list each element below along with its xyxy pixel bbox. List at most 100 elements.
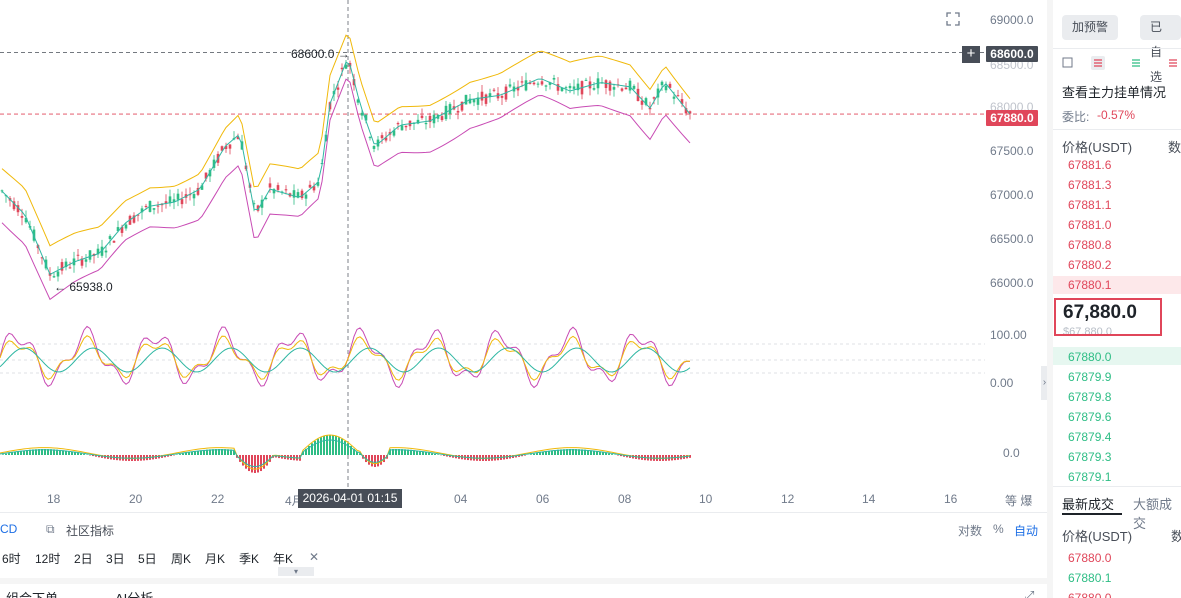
ask-row[interactable]: 67881.3 bbox=[1068, 178, 1112, 192]
orderbook-asks-icon[interactable] bbox=[1166, 56, 1180, 70]
candle-body bbox=[620, 88, 624, 91]
x-axis-label: 16 bbox=[944, 492, 958, 506]
macd-bar bbox=[395, 449, 397, 455]
macd-bar bbox=[71, 451, 73, 455]
bid-row[interactable]: 67879.8 bbox=[1068, 390, 1112, 404]
candle-body bbox=[492, 89, 496, 91]
candle-body bbox=[300, 190, 304, 199]
kdj-d-line bbox=[0, 347, 691, 373]
favorite-button[interactable]: 已自选 bbox=[1140, 15, 1181, 84]
tab-large-trades[interactable]: 大额成交 bbox=[1133, 497, 1173, 531]
macd-indicator-tab[interactable]: CD bbox=[0, 522, 18, 536]
depth-icon[interactable] bbox=[1061, 56, 1075, 70]
ask-row[interactable]: 67880.8 bbox=[1068, 238, 1112, 252]
add-alert-button[interactable]: 加预警 bbox=[1062, 15, 1119, 40]
candle-body bbox=[544, 85, 548, 87]
kline-chart-canvas[interactable] bbox=[0, 0, 1047, 512]
macd-bar bbox=[179, 454, 181, 455]
macd-bar bbox=[551, 450, 553, 455]
candle-body bbox=[276, 185, 280, 190]
ask-row[interactable]: 67880.2 bbox=[1068, 258, 1112, 272]
x-axis-label: 14 bbox=[862, 492, 876, 506]
macd-bar bbox=[344, 440, 346, 455]
tab-ai-analysis[interactable]: AI分析 bbox=[115, 588, 153, 598]
divider bbox=[1053, 486, 1181, 487]
ask-row[interactable]: 67881.6 bbox=[1068, 158, 1112, 172]
macd-bar bbox=[224, 449, 226, 455]
chevron-down-icon[interactable]: ▾ bbox=[278, 567, 314, 576]
candle-body bbox=[652, 97, 656, 99]
candle-body bbox=[488, 93, 492, 97]
orderbook-bids-icon[interactable] bbox=[1129, 56, 1143, 70]
candle-body bbox=[660, 81, 664, 86]
candle-body bbox=[680, 99, 684, 104]
macd-bar bbox=[209, 449, 211, 455]
candle-body bbox=[68, 267, 72, 269]
interval-3d[interactable]: 3日 bbox=[106, 552, 125, 566]
divider bbox=[1053, 48, 1181, 49]
bid-row[interactable]: 67879.1 bbox=[1068, 470, 1112, 484]
depth-title[interactable]: 查看主力挂单情况 bbox=[1062, 85, 1167, 100]
interval-6h[interactable]: 6时 bbox=[2, 552, 21, 566]
log-scale-toggle[interactable]: 对数 bbox=[958, 524, 983, 538]
interval-week[interactable]: 周K bbox=[171, 552, 192, 566]
macd-bar bbox=[620, 455, 622, 457]
macd-bar bbox=[341, 438, 343, 455]
trade-row[interactable]: 67880.0 bbox=[1068, 551, 1112, 565]
kline-chart[interactable]: 69000.0 68500.0 68000.0 67500.0 67000.0 … bbox=[0, 0, 1048, 512]
macd-bar bbox=[212, 449, 214, 455]
candle-body bbox=[364, 114, 368, 121]
trade-row[interactable]: 67880.1 bbox=[1068, 571, 1112, 585]
add-alert-plus-button[interactable]: + bbox=[962, 46, 980, 63]
interval-month[interactable]: 月K bbox=[205, 552, 226, 566]
macd-bar bbox=[185, 452, 187, 455]
panel-collapse-handle[interactable]: › bbox=[1041, 366, 1048, 400]
fullscreen-icon[interactable] bbox=[945, 11, 961, 27]
candle-body bbox=[524, 80, 528, 91]
community-icon[interactable]: ⧉ bbox=[46, 522, 55, 536]
ask-row[interactable]: 67881.0 bbox=[1068, 218, 1112, 232]
trade-row[interactable]: 67880.0 bbox=[1068, 591, 1112, 598]
candle-body bbox=[208, 169, 212, 177]
bid-row[interactable]: 67879.4 bbox=[1068, 430, 1112, 444]
interval-year[interactable]: 年K bbox=[273, 552, 294, 566]
last-price-tag: 67880.0 bbox=[986, 110, 1038, 126]
macd-bar bbox=[59, 449, 61, 455]
community-indicators-link[interactable]: 社区指标 bbox=[66, 524, 115, 538]
macd-bar bbox=[41, 449, 43, 455]
macd-bar bbox=[29, 449, 31, 455]
ask-row[interactable]: 67880.1 bbox=[1068, 278, 1112, 292]
auto-scale-toggle[interactable]: 自动 bbox=[1014, 524, 1039, 538]
close-interval-icon[interactable]: ✕ bbox=[309, 550, 320, 564]
bid-row[interactable]: 67879.9 bbox=[1068, 370, 1112, 384]
bid-row[interactable]: 67879.6 bbox=[1068, 410, 1112, 424]
tab-combo-order[interactable]: 组合下单 bbox=[6, 588, 58, 598]
interval-2d[interactable]: 2日 bbox=[74, 552, 93, 566]
bid-row[interactable]: 67880.0 bbox=[1068, 350, 1112, 364]
tab-latest-trades[interactable]: 最新成交 bbox=[1062, 497, 1115, 512]
expand-icon[interactable]: ⤢ bbox=[1024, 588, 1035, 598]
candle-body bbox=[376, 139, 380, 147]
x-axis-label: 20 bbox=[129, 492, 143, 506]
candle-body bbox=[508, 84, 512, 87]
x-axis-label: 08 bbox=[618, 492, 632, 506]
percent-scale-toggle[interactable]: % bbox=[993, 522, 1004, 536]
chart-right-tools[interactable]: 等 爆 bbox=[1005, 494, 1033, 508]
interval-quarter[interactable]: 季K bbox=[239, 552, 260, 566]
interval-12h[interactable]: 12时 bbox=[35, 552, 61, 566]
ask-row[interactable]: 67881.1 bbox=[1068, 198, 1112, 212]
macd-bar bbox=[194, 451, 196, 455]
bid-row[interactable]: 67879.3 bbox=[1068, 450, 1112, 464]
candle-body bbox=[688, 111, 692, 114]
macd-bar bbox=[302, 451, 304, 455]
candle-body bbox=[380, 135, 384, 139]
candle-body bbox=[624, 87, 628, 90]
macd-bar bbox=[575, 449, 577, 455]
orderbook-both-icon[interactable] bbox=[1091, 56, 1105, 70]
interval-5d[interactable]: 5日 bbox=[138, 552, 157, 566]
candle-body bbox=[424, 123, 428, 125]
macd-bar bbox=[323, 435, 325, 455]
macd-bar bbox=[443, 455, 445, 456]
candle-body bbox=[84, 259, 88, 262]
